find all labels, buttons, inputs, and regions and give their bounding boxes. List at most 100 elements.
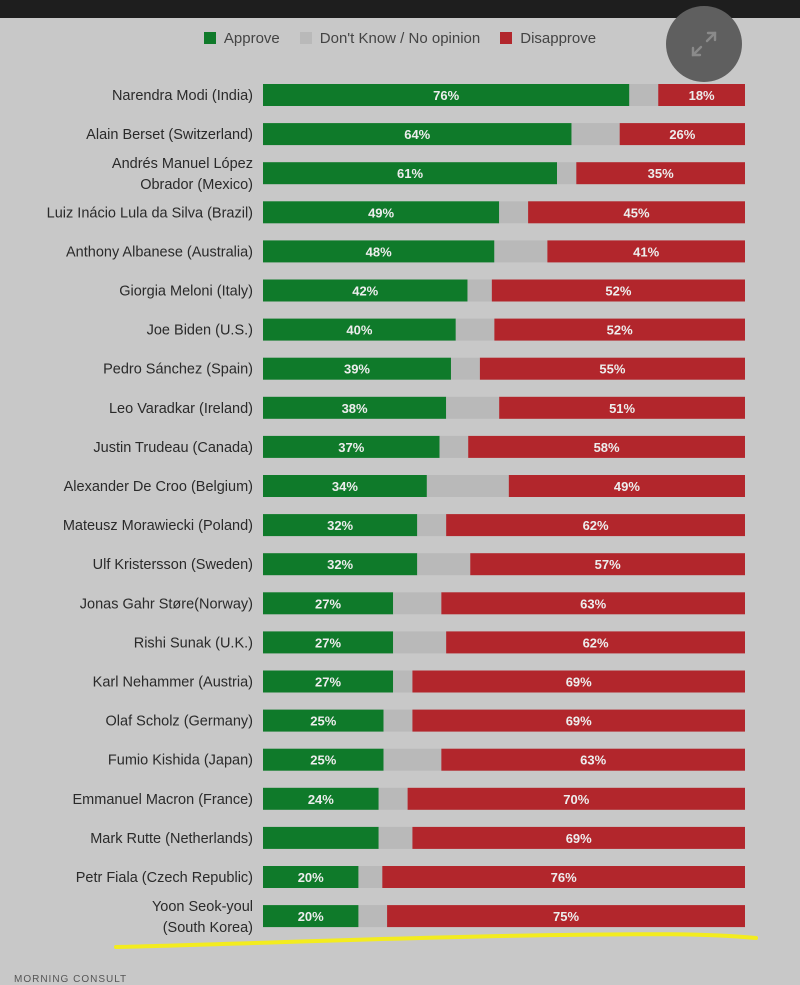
expand-button[interactable]	[666, 6, 742, 82]
legend-item-disapprove: Disapprove	[500, 28, 596, 48]
category-label: Luiz Inácio Lula da Silva (Brazil)	[47, 205, 253, 221]
category-label: Karl Nehammer (Austria)	[93, 675, 253, 691]
bar-segment-dont-know	[439, 435, 469, 458]
bar-segment-approve	[263, 787, 379, 810]
bar-segment-approve	[263, 670, 394, 693]
bar-segment-disapprove	[491, 279, 745, 302]
bar-segment-approve	[263, 631, 394, 654]
value-label-disapprove: 49%	[614, 479, 640, 494]
bar-segment-disapprove	[441, 748, 745, 771]
bar-segment-approve	[263, 826, 379, 849]
category-label: Leo Varadkar (Ireland)	[109, 401, 253, 417]
value-label-approve: 76%	[433, 88, 459, 103]
category-label: Alexander De Croo (Belgium)	[64, 479, 253, 495]
bar-segment-disapprove	[619, 123, 745, 146]
category-label: Andrés Manuel López Obrador (Mexico)	[112, 156, 253, 193]
bar-segment-approve	[263, 396, 447, 419]
legend-label-approve: Approve	[223, 29, 280, 47]
bar-segment-approve	[263, 514, 418, 537]
value-label-approve: 25%	[310, 714, 336, 729]
value-label-approve: 32%	[327, 557, 353, 572]
value-label-approve: 40%	[346, 323, 372, 338]
value-label-disapprove: 45%	[624, 205, 650, 220]
category-label: Emmanuel Macron (France)	[73, 792, 254, 808]
value-label-approve: 25%	[310, 753, 336, 768]
value-label-approve: 39%	[344, 362, 370, 377]
value-label-disapprove: 75%	[553, 909, 579, 924]
value-label-disapprove: 63%	[580, 596, 606, 611]
top-bar	[0, 0, 800, 18]
bar-segment-dont-know	[393, 592, 442, 615]
value-label-disapprove: 26%	[669, 127, 695, 142]
bar-segment-disapprove	[446, 631, 745, 654]
category-label: Olaf Scholz (Germany)	[106, 714, 253, 730]
value-label-disapprove: 52%	[607, 323, 633, 338]
value-label-approve: 27%	[315, 635, 341, 650]
value-label-disapprove: 62%	[583, 518, 609, 533]
category-label: Ulf Kristersson (Sweden)	[93, 557, 253, 573]
bar-segment-dont-know	[393, 631, 447, 654]
bar-segment-dont-know	[378, 826, 413, 849]
legend-label-disapprove: Disapprove	[520, 29, 597, 47]
bar-segment-dont-know	[446, 396, 500, 419]
category-label: Jonas Gahr Støre(Norway)	[80, 596, 253, 612]
bar-segment-disapprove	[387, 905, 745, 928]
value-label-approve: 27%	[315, 675, 341, 690]
value-label-approve: 27%	[315, 596, 341, 611]
bar-segment-approve	[263, 162, 558, 185]
value-label-approve: 49%	[368, 205, 394, 220]
bar-segment-dont-know	[571, 123, 620, 146]
category-label: Pedro Sánchez (Spain)	[103, 362, 253, 378]
bar-segment-disapprove	[412, 670, 745, 693]
value-label-approve: 24%	[308, 792, 334, 807]
bar-segment-disapprove	[412, 826, 745, 849]
bar-segment-dont-know	[378, 787, 408, 810]
category-label: Mark Rutte (Netherlands)	[90, 831, 253, 847]
legend-swatch-dont-know	[299, 32, 312, 44]
category-label: Yoon Seok-youl (South Korea)	[152, 899, 253, 936]
value-label-disapprove: 70%	[563, 792, 589, 807]
bar-segment-dont-know	[393, 670, 413, 693]
value-label-disapprove: 69%	[566, 714, 592, 729]
category-label: Anthony Albanese (Australia)	[66, 244, 253, 260]
bar-segment-dont-know	[450, 357, 480, 380]
value-label-approve: 42%	[352, 284, 378, 299]
category-label: Mateusz Morawiecki (Poland)	[63, 518, 253, 534]
bar-segment-dont-know	[383, 709, 413, 732]
value-label-approve: 37%	[338, 440, 364, 455]
footer-source: MORNING CONSULT	[14, 974, 128, 985]
bar-segment-disapprove	[547, 240, 745, 263]
bar-segment-disapprove	[382, 866, 745, 888]
value-label-approve: 38%	[342, 401, 368, 416]
bar-segment-disapprove	[576, 162, 745, 185]
value-label-approve: 20%	[298, 870, 324, 885]
bar-segment-dont-know	[557, 162, 577, 185]
bar-segment-approve	[263, 201, 500, 224]
bar-segment-dont-know	[358, 866, 383, 888]
value-label-disapprove: 76%	[551, 870, 577, 885]
bar-segment-approve	[263, 279, 468, 302]
legend-swatch-disapprove	[500, 32, 513, 44]
bar-segment-approve	[263, 84, 630, 106]
bar-segment-dont-know	[455, 318, 495, 341]
bar-segment-dont-know	[358, 905, 388, 928]
value-label-approve: 61%	[397, 166, 423, 181]
value-label-disapprove: 52%	[605, 284, 631, 299]
bar-segment-approve	[263, 123, 572, 146]
bar-segment-dont-know	[467, 279, 492, 302]
bar-segment-approve	[263, 318, 456, 341]
bar-segment-approve	[263, 592, 394, 615]
value-label-approve: 32%	[327, 518, 353, 533]
bar-segment-approve	[263, 435, 440, 458]
value-label-approve: 48%	[366, 244, 392, 259]
legend-swatch-approve	[203, 32, 216, 44]
value-label-approve: 64%	[404, 127, 430, 142]
bar-segment-dont-know	[417, 514, 447, 537]
legend-item-dont-know: Don't Know / No opinion	[299, 28, 480, 48]
category-label: Fumio Kishida (Japan)	[108, 753, 253, 769]
value-label-disapprove: 55%	[599, 362, 625, 377]
category-label: Joe Biden (U.S.)	[147, 323, 253, 339]
bar-segment-disapprove	[508, 475, 745, 497]
legend-item-approve: Approve	[203, 28, 280, 48]
